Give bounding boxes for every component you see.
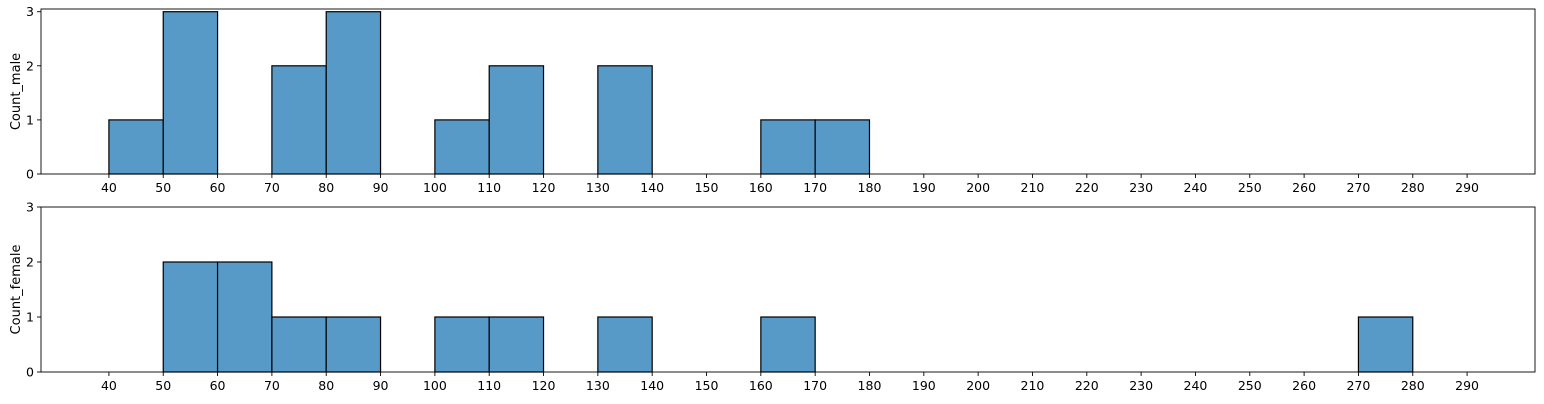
histogram-bar (434, 316, 490, 373)
x-tick-label: 230 (1129, 180, 1153, 195)
histogram-panel-2: 40 50 60 70 80 90 100 110 120 130 140 150 160 170 180 1… (9, 200, 1536, 393)
histogram-bar (216, 261, 273, 373)
histogram-bar (488, 316, 545, 373)
x-tick-label: 110 (477, 180, 501, 195)
x-tick-label: 290 (1455, 180, 1479, 195)
x-tick-label: 210 (1021, 180, 1045, 195)
histogram-bar (325, 11, 382, 175)
histogram-bar (814, 119, 871, 175)
x-tick-label: 220 (1075, 180, 1099, 195)
x-tick-label: 240 (1184, 180, 1208, 195)
histogram-bar (434, 119, 490, 175)
x-tick-label: 140 (640, 378, 664, 393)
x-tick-label: 270 (1347, 180, 1371, 195)
y-tick-label: 1 (26, 310, 34, 325)
x-tick-label: 210 (1021, 378, 1045, 393)
histogram-bar (162, 11, 219, 175)
x-tick-label: 180 (858, 378, 882, 393)
x-tick-label: 60 (210, 180, 226, 195)
x-tick-label: 180 (858, 180, 882, 195)
x-tick-label: 50 (155, 180, 171, 195)
x-tick-label: 200 (966, 180, 990, 195)
x-tick-label: 150 (695, 378, 719, 393)
histogram-bar (488, 65, 545, 175)
histogram-bar (325, 316, 382, 373)
plot-frame (40, 8, 1536, 175)
x-tick-label: 160 (749, 378, 773, 393)
histogram-bar (1357, 316, 1414, 373)
histogram-bar (760, 316, 816, 373)
histogram-bar (271, 316, 327, 373)
x-tick-label: 220 (1075, 378, 1099, 393)
histogram-bar (760, 119, 816, 175)
x-tick-label: 120 (532, 180, 556, 195)
x-tick-label: 250 (1238, 378, 1262, 393)
x-tick-label: 170 (803, 180, 827, 195)
x-tick-label: 130 (586, 180, 610, 195)
plot-frame (40, 206, 1536, 373)
histogram-bar (597, 316, 653, 373)
x-tick-label: 190 (912, 378, 936, 393)
histogram-bar (597, 65, 653, 175)
x-tick-label: 250 (1238, 180, 1262, 195)
x-tick-label: 100 (423, 180, 447, 195)
y-tick-label: 2 (26, 255, 34, 270)
histogram-bar (162, 261, 219, 373)
histogram-bar (271, 65, 327, 175)
y-tick-label: 3 (26, 4, 34, 19)
x-tick-label: 120 (532, 378, 556, 393)
x-tick-label: 170 (803, 378, 827, 393)
x-tick-label: 290 (1455, 378, 1479, 393)
histogram-bar (108, 119, 164, 175)
x-tick-label: 200 (966, 378, 990, 393)
histogram-panel-1: 40 50 60 70 80 90 100 110 120 130 140 150 160 170 180 1… (9, 4, 1536, 195)
x-tick-label: 110 (477, 378, 501, 393)
x-tick-label: 40 (101, 378, 117, 393)
x-tick-label: 140 (640, 180, 664, 195)
x-tick-label: 260 (1292, 378, 1316, 393)
y-axis-label: Count_male (9, 53, 24, 130)
x-tick-label: 150 (695, 180, 719, 195)
y-tick-label: 0 (26, 167, 34, 182)
x-tick-label: 190 (912, 180, 936, 195)
x-tick-label: 230 (1129, 378, 1153, 393)
y-axis-label: Count_female (9, 245, 24, 335)
x-tick-label: 130 (586, 378, 610, 393)
x-tick-label: 160 (749, 180, 773, 195)
y-tick-label: 1 (26, 112, 34, 127)
x-tick-label: 80 (318, 378, 334, 393)
x-tick-label: 280 (1401, 180, 1425, 195)
x-tick-label: 40 (101, 180, 117, 195)
x-tick-label: 70 (264, 378, 280, 393)
x-tick-label: 80 (318, 180, 334, 195)
y-tick-label: 2 (26, 58, 34, 73)
x-tick-label: 60 (210, 378, 226, 393)
x-tick-label: 240 (1184, 378, 1208, 393)
x-tick-label: 70 (264, 180, 280, 195)
x-tick-label: 260 (1292, 180, 1316, 195)
x-tick-label: 90 (373, 180, 389, 195)
x-tick-label: 270 (1347, 378, 1371, 393)
x-tick-label: 50 (155, 378, 171, 393)
y-tick-label: 3 (26, 200, 34, 215)
y-tick-label: 0 (26, 365, 34, 380)
x-tick-label: 280 (1401, 378, 1425, 393)
x-tick-label: 100 (423, 378, 447, 393)
x-tick-label: 90 (373, 378, 389, 393)
